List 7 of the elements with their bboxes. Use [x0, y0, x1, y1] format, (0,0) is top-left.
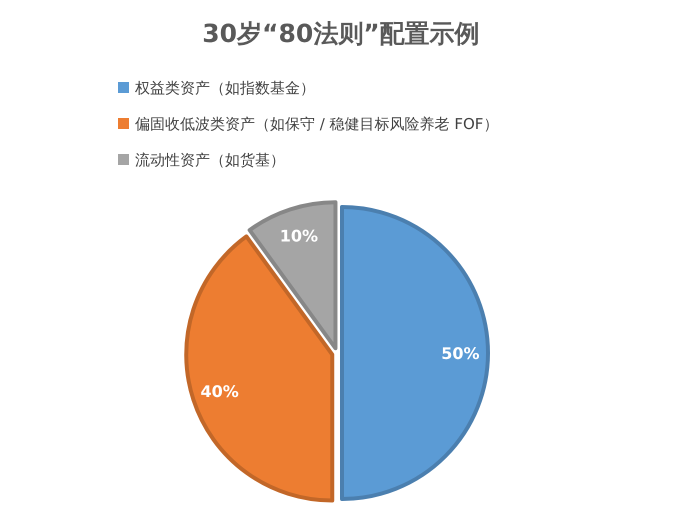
data-label: 40%	[200, 382, 239, 402]
data-label: 50%	[441, 344, 480, 363]
chart-title: 30岁“80法则”配置示例	[202, 19, 480, 48]
legend-label: 流动性资产（如货基）	[135, 151, 285, 169]
legend-label: 偏固收低波类资产（如保守 / 稳健目标风险养老 FOF）	[135, 115, 498, 133]
data-label: 10%	[280, 226, 318, 246]
legend-label: 权益类资产（如指数基金）	[134, 79, 315, 97]
